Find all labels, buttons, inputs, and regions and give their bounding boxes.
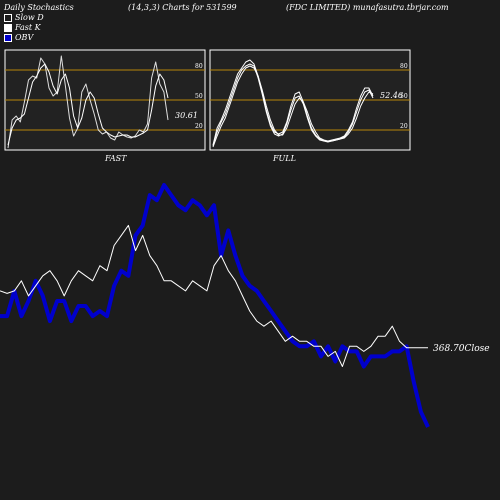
full-panel-title: FULL bbox=[272, 154, 296, 163]
full-last-value-label: 52.46 bbox=[380, 91, 403, 100]
legend-swatch-fast-k bbox=[4, 24, 12, 32]
obv-line bbox=[0, 183, 430, 428]
fast-series-slow-d bbox=[7, 63, 169, 146]
fast-series-fast-k bbox=[7, 55, 169, 149]
full-series-slow-d bbox=[212, 63, 374, 147]
fast-level-label-80: 80 bbox=[195, 63, 203, 70]
full-level-label-80: 80 bbox=[400, 63, 408, 70]
legend-item-obv: OBV bbox=[4, 33, 33, 42]
full-series-fast-k bbox=[212, 59, 374, 146]
close-last-value-label: 368.70Close bbox=[433, 344, 490, 354]
legend-item-slow-d: Slow D bbox=[4, 13, 44, 22]
fast-level-label-20: 20 bbox=[195, 123, 203, 130]
chart-subtitle: (14,3,3) Charts for 531599 bbox=[128, 3, 237, 12]
legend-item-fast-k: Fast K bbox=[4, 23, 41, 32]
fast-level-label-50: 50 bbox=[195, 93, 203, 100]
fast-last-value-label: 30.61 bbox=[175, 111, 198, 120]
legend-label-slow-d: Slow D bbox=[15, 13, 44, 22]
full-series-full-d bbox=[212, 65, 374, 148]
legend-label-fast-k: Fast K bbox=[15, 23, 41, 32]
fast-panel-title: FAST bbox=[104, 154, 127, 163]
chart-type-label: Daily Stochastics bbox=[4, 3, 74, 12]
close-price-line bbox=[0, 224, 428, 367]
chart-source: (FDC LIMITED) munafasutra.tbrjar.com bbox=[286, 3, 449, 12]
full-level-label-50: 50 bbox=[400, 93, 408, 100]
legend-swatch-slow-d bbox=[4, 14, 12, 22]
full-level-label-20: 20 bbox=[400, 123, 408, 130]
legend-label-obv: OBV bbox=[15, 33, 34, 42]
legend-swatch-obv bbox=[4, 34, 12, 42]
